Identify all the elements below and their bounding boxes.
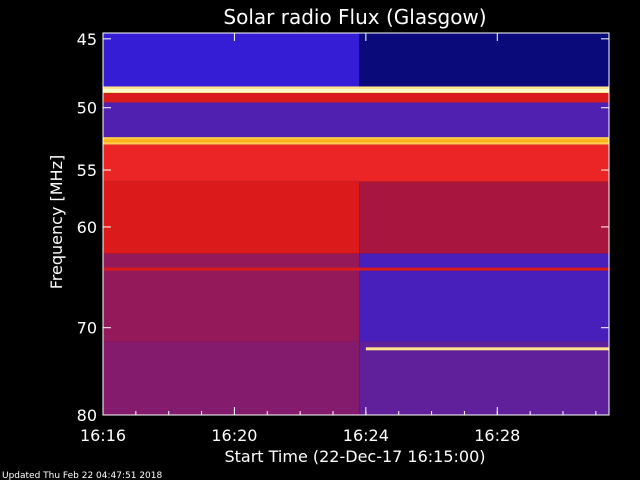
y-tick-label: 80 <box>77 406 97 425</box>
y-tick-label: 60 <box>77 218 97 237</box>
chart-title: Solar radio Flux (Glasgow) <box>223 5 486 29</box>
y-axis-ticks: 45 50 55 60 70 80 <box>77 30 609 425</box>
x-tick-label: 16:20 <box>211 426 257 445</box>
spectrogram-region <box>103 341 360 415</box>
spectrogram-region <box>103 181 360 254</box>
emission-line <box>103 88 609 92</box>
spectrogram-region <box>103 93 609 103</box>
spectrogram-plot-area <box>102 32 610 416</box>
x-tick-label: 16:28 <box>474 426 520 445</box>
y-tick-label: 55 <box>77 161 97 180</box>
x-tick-label: 16:24 <box>343 426 389 445</box>
y-tick-label: 50 <box>77 99 97 118</box>
x-axis-ticks: 16:16 16:20 16:24 16:28 <box>80 33 597 445</box>
y-tick-label: 45 <box>77 30 97 49</box>
emission-line <box>365 347 609 351</box>
x-axis-label: Start Time (22-Dec-17 16:15:00) <box>224 447 485 466</box>
footer-updated-timestamp: Updated Thu Feb 22 04:47:51 2018 <box>2 471 163 480</box>
spectrogram-region <box>103 102 609 138</box>
spectrogram-region <box>103 253 360 342</box>
spectrogram-region <box>103 33 360 87</box>
spectrogram-region <box>359 33 609 87</box>
x-tick-label: 16:16 <box>80 426 126 445</box>
y-tick-label: 70 <box>77 319 97 338</box>
emission-line <box>103 139 609 143</box>
spectrogram-region <box>359 341 609 415</box>
y-axis-label: Frequency [MHz] <box>47 155 66 289</box>
emission-line <box>103 267 609 271</box>
spectrogram-region <box>359 253 609 342</box>
spectrogram-region <box>103 144 609 182</box>
spectrogram-region <box>359 181 609 254</box>
plot-frame <box>102 32 610 416</box>
